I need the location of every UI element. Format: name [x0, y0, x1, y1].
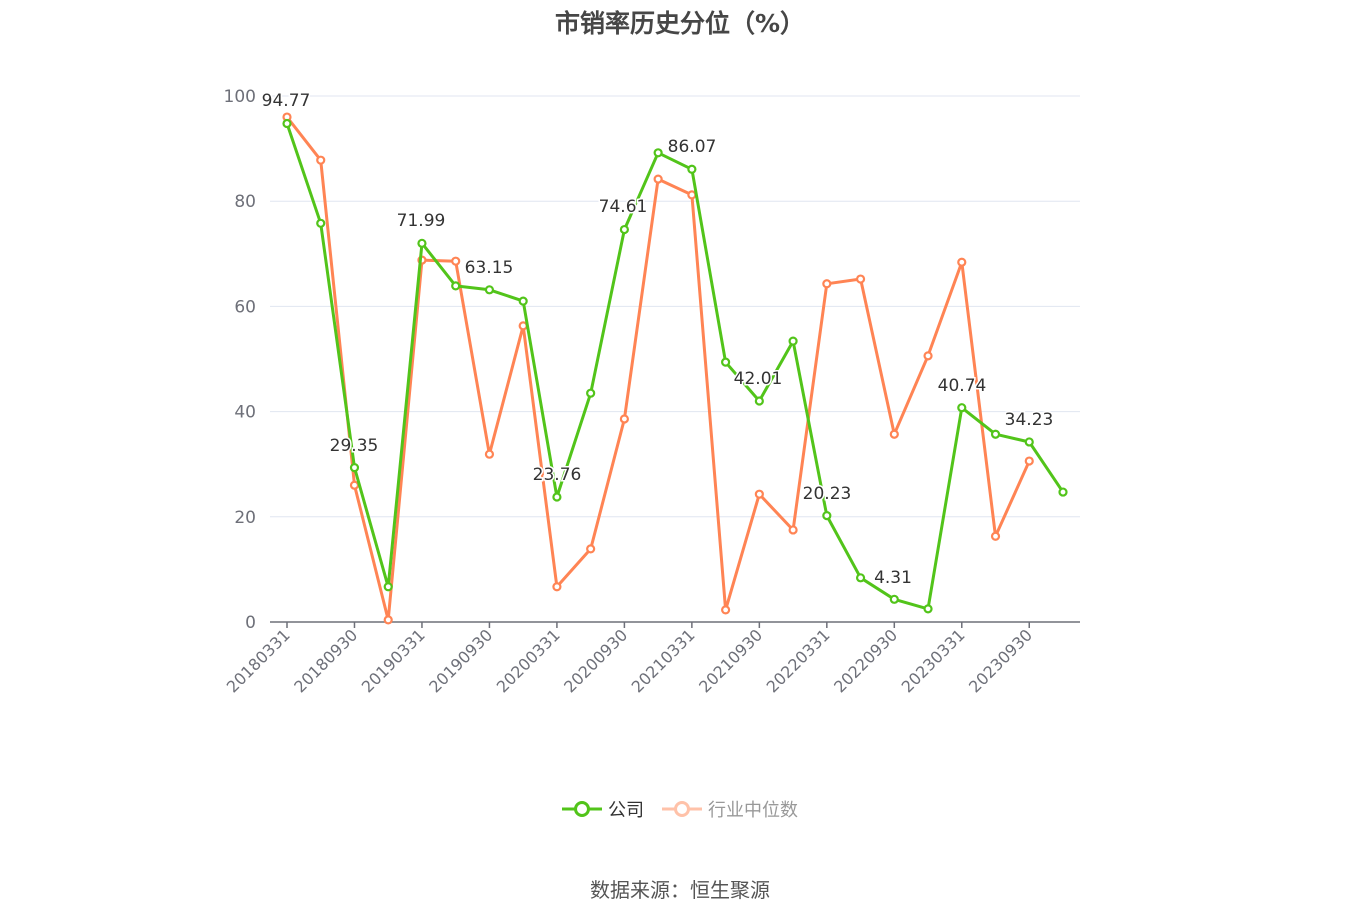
- x-tick-label: 20200331: [493, 625, 564, 696]
- data-label: 63.15: [465, 258, 514, 278]
- legend-line-circle-icon: [662, 801, 702, 817]
- y-tick-label: 20: [234, 508, 256, 528]
- data-point[interactable]: [721, 605, 731, 615]
- legend-label-industry-median: 行业中位数: [708, 800, 798, 821]
- data-label: 74.61: [599, 197, 648, 217]
- data-point[interactable]: [316, 155, 326, 165]
- data-point[interactable]: [923, 604, 933, 614]
- data-label: 40.74: [938, 376, 987, 396]
- grid-lines: [270, 95, 1080, 518]
- data-point[interactable]: [653, 174, 663, 184]
- data-point[interactable]: [788, 336, 798, 346]
- data-label: 86.07: [668, 137, 717, 157]
- data-point[interactable]: [451, 256, 461, 266]
- data-point[interactable]: [1058, 487, 1068, 497]
- data-point[interactable]: [957, 403, 967, 413]
- data-point[interactable]: [855, 573, 866, 583]
- data-label: 34.23: [1005, 410, 1054, 430]
- legend-line-circle-icon: [562, 801, 602, 817]
- data-point[interactable]: [349, 463, 360, 473]
- series-layer: [282, 112, 1068, 625]
- x-tick-label: 20210331: [628, 625, 699, 696]
- series-line: [285, 116, 1031, 622]
- legend-label-company: 公司: [608, 800, 644, 821]
- data-point[interactable]: [788, 525, 798, 535]
- data-point[interactable]: [687, 164, 697, 174]
- data-point[interactable]: [653, 148, 663, 158]
- data-point[interactable]: [484, 449, 495, 459]
- data-point[interactable]: [619, 414, 629, 424]
- data-point[interactable]: [349, 480, 360, 490]
- data-point[interactable]: [552, 582, 562, 592]
- y-tick-label: 60: [234, 297, 256, 317]
- data-point[interactable]: [417, 238, 427, 248]
- legend-item-industry-median[interactable]: 行业中位数: [662, 796, 798, 822]
- data-source: 数据来源：恒生聚源: [590, 878, 770, 902]
- data-point[interactable]: [990, 531, 1001, 541]
- chart-title: 市销率历史分位（%）: [554, 9, 806, 38]
- series-line: [285, 123, 1065, 611]
- y-tick-label: 80: [234, 192, 256, 212]
- data-label: 20.23: [803, 484, 852, 504]
- data-point[interactable]: [518, 296, 528, 306]
- y-tick-label: 40: [234, 403, 256, 423]
- data-label: 23.76: [533, 465, 582, 485]
- x-tick-label: 20210930: [695, 625, 766, 696]
- data-point[interactable]: [586, 388, 596, 398]
- data-label: 42.01: [734, 369, 783, 389]
- data-point[interactable]: [586, 544, 596, 554]
- data-point[interactable]: [855, 274, 866, 284]
- data-point[interactable]: [687, 190, 697, 200]
- data-point[interactable]: [484, 285, 495, 295]
- data-labels: 94.77 29.35 71.99 63.15 23.76 74.61 86.07 42.01…: [260, 90, 1055, 590]
- data-point[interactable]: [889, 429, 899, 439]
- y-tick-label: 100: [224, 87, 256, 107]
- x-tick-label: 20200930: [560, 625, 631, 696]
- data-point[interactable]: [754, 396, 764, 406]
- x-tick-label: 20220930: [830, 625, 901, 696]
- x-tick-label: 20230930: [965, 625, 1036, 696]
- data-point[interactable]: [721, 357, 731, 367]
- x-axis: 2018033120180930201903312019093020200331…: [223, 621, 1080, 696]
- data-label: 94.77: [262, 91, 311, 111]
- data-point[interactable]: [822, 510, 832, 521]
- data-point[interactable]: [383, 582, 393, 592]
- legend-item-company[interactable]: 公司: [562, 796, 644, 822]
- data-label: 4.31: [874, 568, 912, 588]
- data-point[interactable]: [754, 489, 764, 499]
- data-point[interactable]: [1024, 456, 1034, 466]
- data-point[interactable]: [383, 615, 393, 625]
- x-tick-label: 20220331: [763, 625, 834, 696]
- data-point[interactable]: [822, 279, 832, 289]
- data-label: 71.99: [397, 211, 446, 231]
- data-point[interactable]: [552, 492, 562, 502]
- data-point[interactable]: [282, 118, 292, 129]
- data-point[interactable]: [923, 351, 933, 361]
- x-tick-label: 20230331: [898, 625, 969, 696]
- data-point[interactable]: [1024, 437, 1034, 447]
- x-tick-label: 20190331: [358, 625, 429, 696]
- data-point[interactable]: [619, 224, 629, 235]
- y-tick-label: 0: [245, 613, 256, 633]
- x-tick-label: 20190930: [425, 625, 496, 696]
- legend: 公司 行业中位数: [0, 796, 1360, 822]
- data-point[interactable]: [889, 594, 899, 604]
- x-tick-label: 20180331: [223, 625, 294, 696]
- data-label: 29.35: [330, 436, 379, 456]
- data-point[interactable]: [316, 218, 326, 228]
- data-point[interactable]: [451, 281, 461, 291]
- x-tick-label: 20180930: [290, 625, 361, 696]
- data-point[interactable]: [990, 429, 1001, 439]
- y-axis: 0 20 40 60 80 100: [224, 87, 256, 633]
- data-point[interactable]: [957, 257, 967, 267]
